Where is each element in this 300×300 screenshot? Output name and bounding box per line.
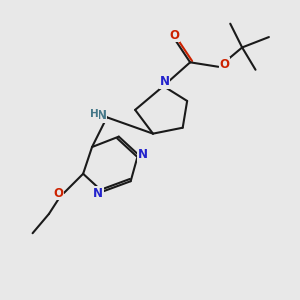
Text: N: N xyxy=(93,187,103,200)
Text: O: O xyxy=(170,29,180,42)
Text: N: N xyxy=(97,109,106,122)
Text: H: H xyxy=(90,109,99,119)
Text: N: N xyxy=(160,75,170,88)
Text: O: O xyxy=(219,58,229,71)
Text: O: O xyxy=(53,187,64,200)
Text: N: N xyxy=(138,148,148,161)
